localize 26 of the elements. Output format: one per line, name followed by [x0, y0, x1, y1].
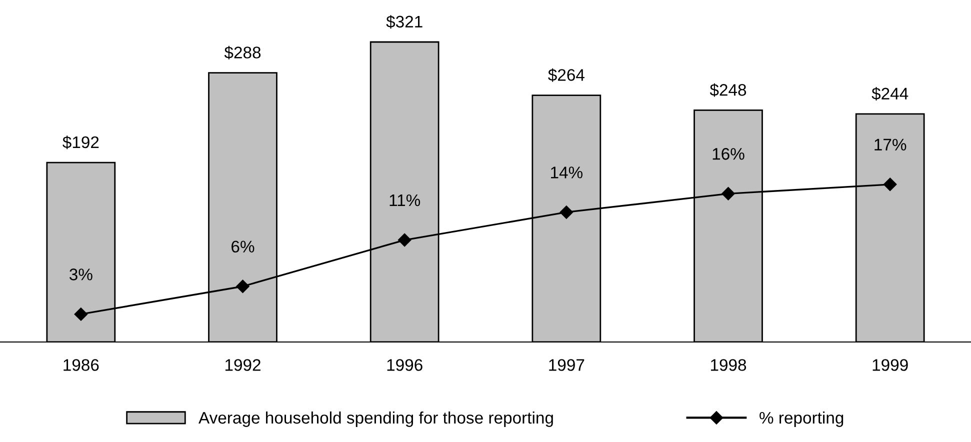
point — [74, 308, 88, 321]
legend-label: % reporting — [760, 411, 844, 427]
point — [236, 280, 250, 293]
data-label: 6% — [232, 240, 254, 253]
data-label: $288 — [224, 46, 261, 60]
data-label: 17% — [874, 138, 906, 150]
x-tick-label: 1997 — [549, 359, 584, 371]
data-label: $248 — [710, 83, 746, 97]
data-label: $264 — [548, 68, 584, 82]
data-label: $321 — [386, 15, 422, 29]
x-tick-label: 1999 — [872, 359, 908, 371]
data-label: 11% — [390, 194, 420, 206]
data-label: $244 — [872, 87, 908, 101]
data-label: 14% — [551, 166, 583, 178]
x-tick-label: 1986 — [64, 359, 99, 371]
legend-label: Average household spending for those reporting — [198, 411, 553, 427]
point — [883, 178, 897, 191]
data-label: 3% — [70, 268, 92, 280]
x-tick-label: 1998 — [710, 359, 746, 371]
data-label: 16% — [712, 148, 744, 160]
point — [560, 206, 574, 219]
data-label: $192 — [62, 136, 99, 150]
x-tick-label: 1996 — [387, 359, 422, 371]
x-tick-label: 1992 — [225, 359, 260, 371]
point — [722, 187, 735, 200]
point — [398, 233, 412, 247]
